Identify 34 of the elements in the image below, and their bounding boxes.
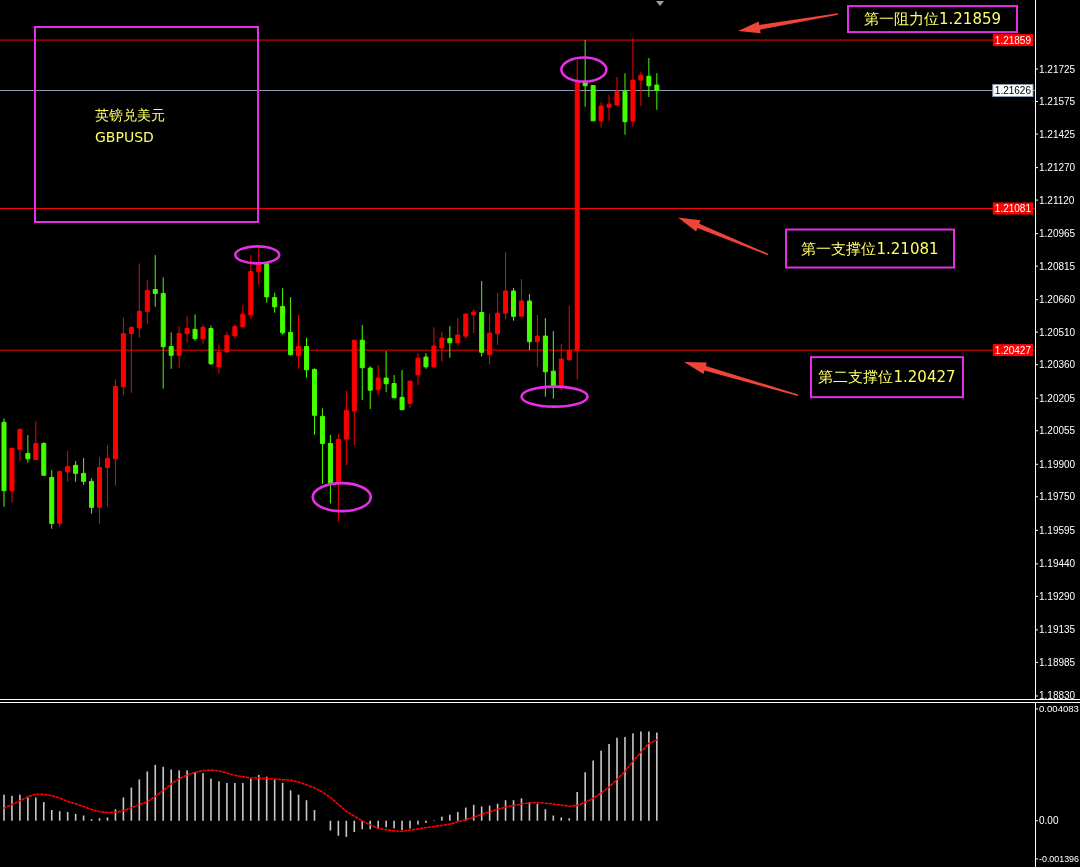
tick-label: 1.19750: [1039, 491, 1076, 503]
tick-label: 1.19135: [1039, 624, 1076, 636]
title: 英镑兑美元: [95, 107, 165, 123]
tick-label: 1.21120: [1039, 194, 1075, 206]
tick-label: 1.19290: [1039, 590, 1076, 602]
annotation: 第一阻力位1.21859: [863, 10, 1002, 29]
tick-label: 1.19595: [1039, 524, 1076, 536]
tick-label: 1.18830: [1039, 690, 1076, 702]
tick-label: 1.20660: [1039, 294, 1076, 306]
tick-label: 0.004083: [1039, 703, 1079, 715]
annotation: 第二支撑位1.20427: [818, 368, 956, 387]
tick-label: 1.20055: [1039, 425, 1076, 437]
tick-label: 1.19900: [1039, 458, 1076, 470]
annotation: 第一阻力位1.21859: [847, 5, 1018, 34]
tick-label: 1.20510: [1039, 326, 1076, 338]
annotation: 第二支撑位1.20427: [810, 356, 964, 399]
tick-label: 1.20360: [1039, 359, 1076, 371]
ref-label: 1.21859: [992, 34, 1033, 47]
tick-label: 0.00: [1039, 815, 1059, 827]
tick-label: 1.20965: [1039, 228, 1076, 240]
ref-label: 1.21626: [992, 84, 1034, 97]
tick-label: 1.19440: [1039, 558, 1076, 570]
tick-label: 1.20205: [1039, 392, 1076, 404]
ref-label: 1.20427: [992, 344, 1033, 357]
tick-label: 1.21725: [1039, 63, 1076, 75]
tick-label: 1.21575: [1039, 96, 1076, 108]
tick-label: -0.001396: [1039, 853, 1079, 864]
tick-label: 1.20815: [1039, 260, 1076, 272]
tick-label: 1.18985: [1039, 656, 1076, 668]
tick-label: 1.21270: [1039, 162, 1076, 174]
subtitle: GBPUSD: [95, 129, 154, 145]
tick-label: 1.21425: [1039, 128, 1076, 140]
annotation: 第一支撑位1.21081: [801, 239, 939, 258]
annotation: 第一支撑位1.21081: [785, 228, 955, 269]
